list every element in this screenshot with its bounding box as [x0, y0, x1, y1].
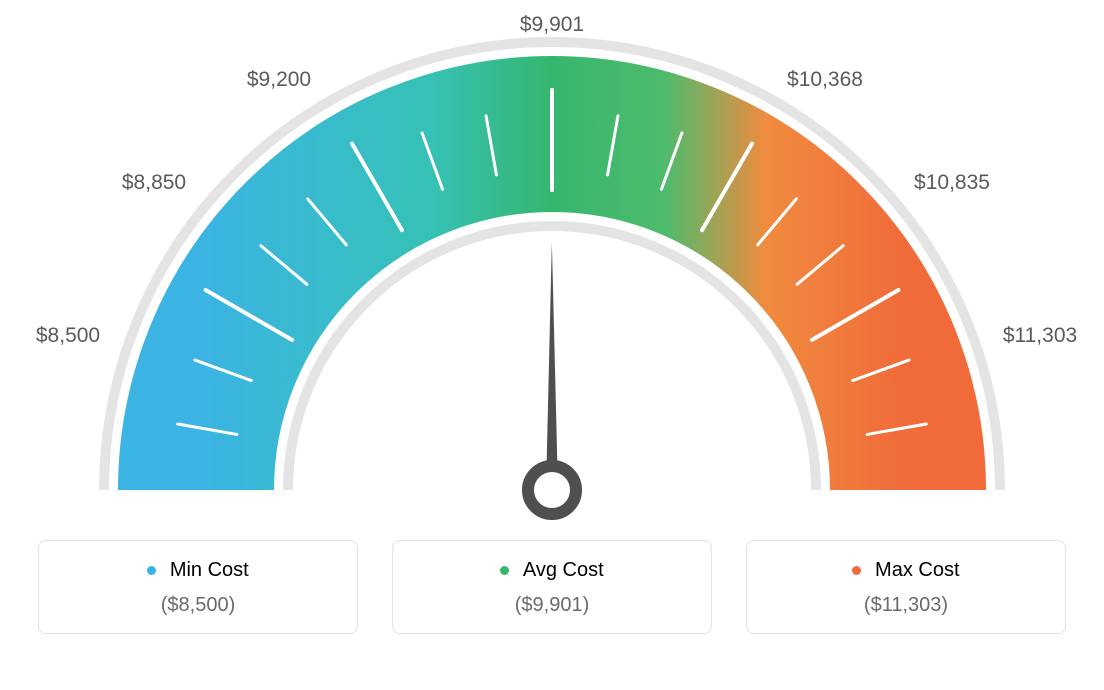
avg-cost-title: Avg Cost — [403, 559, 701, 582]
avg-cost-card: Avg Cost ($9,901) — [392, 540, 712, 634]
gauge-container: $8,500 $8,850 $9,200 $9,901 $10,368 $10,835 $1… — [0, 0, 1104, 540]
gauge-tick-label: $10,368 — [787, 68, 863, 92]
min-cost-card: Min Cost ($8,500) — [38, 540, 358, 634]
avg-cost-value: ($9,901) — [403, 594, 701, 617]
dot-icon — [500, 566, 509, 575]
min-cost-title: Min Cost — [49, 559, 347, 582]
max-cost-card: Max Cost ($11,303) — [746, 540, 1066, 634]
gauge-tick-label: $8,500 — [36, 324, 100, 348]
dot-icon — [852, 566, 861, 575]
min-cost-label: Min Cost — [170, 559, 249, 581]
dot-icon — [147, 566, 156, 575]
min-cost-value: ($8,500) — [49, 594, 347, 617]
gauge-tick-label: $8,850 — [122, 171, 186, 195]
summary-row: Min Cost ($8,500) Avg Cost ($9,901) Max … — [0, 540, 1104, 664]
avg-cost-label: Avg Cost — [523, 559, 604, 581]
gauge-tick-label: $10,835 — [914, 171, 990, 195]
gauge-tick-label: $9,200 — [247, 68, 311, 92]
max-cost-title: Max Cost — [757, 559, 1055, 582]
max-cost-label: Max Cost — [875, 559, 959, 581]
gauge-tick-label: $9,901 — [520, 13, 584, 37]
gauge-chart — [27, 0, 1077, 540]
gauge-tick-label: $11,303 — [1003, 324, 1077, 348]
max-cost-value: ($11,303) — [757, 594, 1055, 617]
